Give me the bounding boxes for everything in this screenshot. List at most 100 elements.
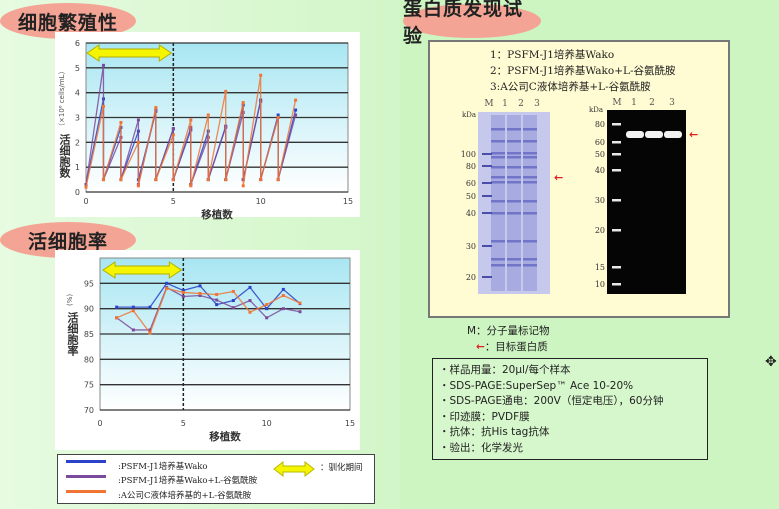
data-point bbox=[231, 306, 235, 310]
data-point bbox=[189, 118, 193, 122]
data-point bbox=[148, 305, 152, 309]
target-band bbox=[664, 131, 682, 138]
data-point bbox=[294, 113, 298, 117]
protein-band bbox=[491, 200, 505, 203]
data-point bbox=[181, 288, 185, 292]
protein-band bbox=[523, 212, 537, 215]
marker-band bbox=[482, 182, 492, 184]
data-point bbox=[281, 287, 285, 291]
protein-band bbox=[523, 152, 537, 155]
sds-marker-label: 60 bbox=[466, 179, 476, 188]
x-tick-label: 10 bbox=[262, 419, 272, 428]
data-point bbox=[259, 73, 263, 77]
data-point bbox=[136, 118, 140, 122]
gel-lane bbox=[491, 115, 505, 291]
data-point bbox=[148, 328, 152, 332]
x-axis-label: 移植数 bbox=[209, 430, 241, 443]
target-arrow-icon: ← bbox=[476, 341, 485, 353]
data-point bbox=[224, 89, 228, 93]
protein-band bbox=[507, 240, 521, 243]
data-point bbox=[248, 310, 252, 314]
data-point bbox=[84, 185, 88, 189]
data-point bbox=[131, 309, 135, 313]
legend-swatch-wako-gln bbox=[66, 475, 106, 478]
protein-band bbox=[507, 200, 521, 203]
western-marker-label: 80 bbox=[595, 120, 605, 129]
data-point bbox=[206, 178, 210, 182]
data-point bbox=[198, 293, 202, 297]
marker-band bbox=[482, 153, 492, 155]
lane-key-2: 2：PSFM-J1培养基Wako+L-谷氨酰胺 bbox=[490, 65, 676, 77]
western-marker-label: 30 bbox=[595, 196, 605, 205]
data-point bbox=[265, 316, 269, 320]
marker-band bbox=[612, 153, 621, 156]
data-point bbox=[181, 290, 185, 294]
sds-marker-label: 30 bbox=[466, 242, 476, 251]
protein-band bbox=[507, 156, 521, 159]
marker-band bbox=[612, 169, 621, 172]
data-point bbox=[198, 284, 202, 288]
adaptation-arrow-icon bbox=[102, 261, 183, 279]
western-marker-label: 20 bbox=[595, 226, 605, 235]
protein-band bbox=[523, 128, 537, 131]
protein-band bbox=[491, 156, 505, 159]
data-point bbox=[101, 63, 105, 67]
lane-key-3: 3:A公司C液体培养基+L-谷氨酰胺 bbox=[490, 81, 651, 93]
marker-band bbox=[482, 165, 492, 167]
data-point bbox=[294, 108, 298, 112]
protein-band bbox=[491, 264, 505, 267]
data-point bbox=[298, 310, 302, 314]
series-line bbox=[116, 287, 301, 335]
protein-band bbox=[507, 176, 521, 179]
sds-marker-label: 50 bbox=[466, 192, 476, 201]
sds-marker-label: 100 bbox=[461, 150, 476, 159]
target-band bbox=[626, 131, 644, 138]
data-point bbox=[215, 303, 219, 307]
lane-label: 2 bbox=[649, 98, 655, 108]
protein-band bbox=[507, 128, 521, 131]
y-tick-label: 90 bbox=[84, 305, 94, 314]
protein-band bbox=[491, 240, 505, 243]
kda-label: kDa bbox=[589, 106, 603, 114]
marker-band bbox=[482, 195, 492, 197]
lane-label: M bbox=[484, 99, 493, 109]
marker-band bbox=[482, 276, 492, 278]
protein-band bbox=[507, 152, 521, 155]
y-tick-label: 70 bbox=[84, 406, 94, 415]
marker-band bbox=[612, 229, 621, 232]
protein-band bbox=[523, 200, 537, 203]
marker-band bbox=[482, 245, 492, 247]
protein-band bbox=[507, 140, 521, 143]
data-point bbox=[181, 295, 185, 299]
adaptation-arrow-icon bbox=[86, 44, 173, 62]
protein-band bbox=[523, 176, 537, 179]
lane-label: 1 bbox=[631, 98, 637, 108]
move-cursor-icon: ✥ bbox=[765, 354, 777, 370]
data-point bbox=[101, 104, 105, 108]
western-marker-label: 60 bbox=[595, 138, 605, 147]
data-point bbox=[265, 303, 269, 307]
x-tick-label: 5 bbox=[181, 419, 186, 428]
data-point bbox=[165, 281, 169, 285]
western-marker-label: 50 bbox=[595, 150, 605, 159]
western-blot bbox=[607, 110, 686, 294]
x-tick-label: 5 bbox=[171, 197, 176, 206]
data-point bbox=[298, 301, 302, 305]
y-tick-label: 85 bbox=[84, 330, 94, 339]
note-item: ・样品用量：20μl/每个样本 bbox=[439, 364, 571, 376]
data-point bbox=[131, 305, 135, 309]
lane-label: M bbox=[612, 98, 621, 108]
y-tick-label: 4 bbox=[75, 89, 80, 98]
data-point bbox=[248, 299, 252, 303]
x-tick-label: 0 bbox=[83, 197, 88, 206]
sds-marker-label: 80 bbox=[466, 162, 476, 171]
protein-band bbox=[507, 258, 521, 261]
note-item: ・验出：化学发光 bbox=[439, 441, 523, 454]
data-point bbox=[231, 299, 235, 303]
data-point bbox=[248, 285, 252, 289]
data-point bbox=[206, 113, 210, 117]
y-tick-label: 0 bbox=[75, 188, 80, 197]
kda-label: kDa bbox=[462, 111, 476, 119]
marker-band bbox=[482, 212, 492, 214]
